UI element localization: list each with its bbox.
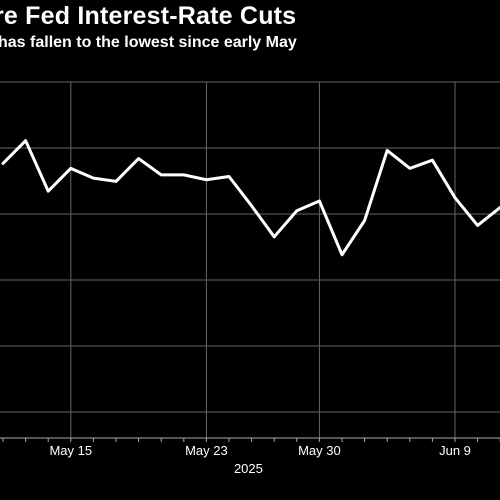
series-line [1, 139, 500, 257]
x-tick-label: May 15 [49, 443, 92, 458]
x-year-label: 2025 [234, 461, 263, 476]
x-tick-label: Jun 9 [439, 443, 471, 458]
x-tick-label: May 23 [185, 443, 228, 458]
chart-title: re Fed Interest-Rate Cuts [0, 2, 297, 30]
x-tick-label: May 30 [298, 443, 341, 458]
chart-subtitle: has fallen to the lowest since early May [0, 34, 297, 51]
